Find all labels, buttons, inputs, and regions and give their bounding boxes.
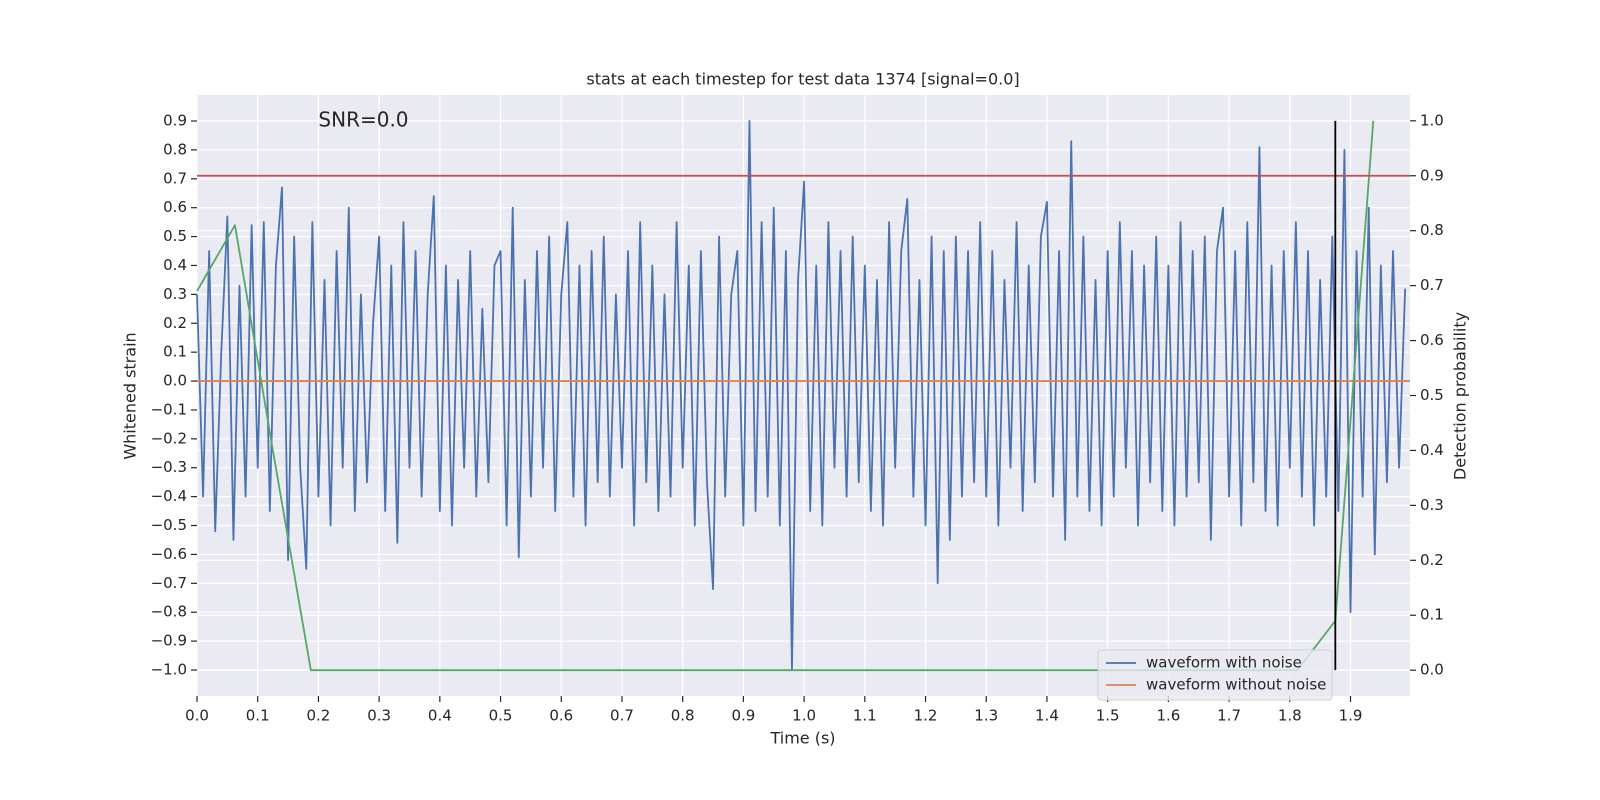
y-tick-label: −0.7 bbox=[151, 574, 187, 592]
y2-tick-label: 0.0 bbox=[1420, 661, 1444, 679]
y-tick-label: 0.5 bbox=[163, 227, 187, 245]
x-tick-label: 0.2 bbox=[306, 707, 330, 725]
x-tick-label: 1.3 bbox=[974, 707, 998, 725]
x-tick-label: 0.0 bbox=[185, 707, 209, 725]
y-tick-label: −0.1 bbox=[151, 400, 187, 418]
y2-tick-label: 0.5 bbox=[1420, 386, 1444, 404]
y2-tick-label: 1.0 bbox=[1420, 111, 1444, 129]
y-tick-label: 0.6 bbox=[163, 198, 187, 216]
y-tick-label: −0.6 bbox=[151, 545, 187, 563]
x-tick-label: 1.4 bbox=[1035, 707, 1059, 725]
x-tick-label: 0.3 bbox=[367, 707, 391, 725]
y-tick-label: 0.9 bbox=[163, 112, 187, 130]
x-tick-label: 1.9 bbox=[1339, 707, 1363, 725]
y-tick-label: 0.2 bbox=[163, 314, 187, 332]
y2-tick-label: 0.9 bbox=[1420, 166, 1444, 184]
x-tick-label: 0.7 bbox=[610, 707, 634, 725]
y-tick-label: −1.0 bbox=[151, 660, 187, 678]
x-tick-label: 1.6 bbox=[1156, 707, 1180, 725]
y-axis-label: Whitened strain bbox=[121, 332, 140, 459]
y2-tick-label: 0.7 bbox=[1420, 276, 1444, 294]
x-tick-label: 0.4 bbox=[428, 707, 452, 725]
y-tick-label: −0.5 bbox=[151, 516, 187, 534]
y-tick-label: 0.8 bbox=[163, 140, 187, 158]
x-axis-label: Time (s) bbox=[769, 729, 835, 748]
x-tick-label: 0.6 bbox=[549, 707, 573, 725]
y2-tick-label: 0.3 bbox=[1420, 496, 1444, 514]
y-tick-label: −0.3 bbox=[151, 458, 187, 476]
y2-tick-label: 0.8 bbox=[1420, 221, 1444, 239]
y-tick-label: −0.2 bbox=[151, 429, 187, 447]
y-tick-label: 0.7 bbox=[163, 169, 187, 187]
y2-tick-label: 0.6 bbox=[1420, 331, 1444, 349]
legend-label: waveform with noise bbox=[1146, 654, 1302, 672]
x-tick-label: 1.8 bbox=[1278, 707, 1302, 725]
y2-tick-label: 0.1 bbox=[1420, 606, 1444, 624]
y-tick-label: 0.1 bbox=[163, 343, 187, 361]
x-tick-label: 0.8 bbox=[671, 707, 695, 725]
annotation: SNR=0.0 bbox=[318, 108, 408, 132]
y-tick-label: 0.3 bbox=[163, 285, 187, 303]
legend-label: waveform without noise bbox=[1146, 676, 1326, 694]
x-tick-label: 1.2 bbox=[914, 707, 938, 725]
x-tick-label: 1.5 bbox=[1096, 707, 1120, 725]
series-line bbox=[196, 120, 1407, 671]
y-tick-label: −0.8 bbox=[151, 603, 187, 621]
y2-axis-label: Detection probability bbox=[1451, 312, 1470, 480]
y-tick-label: −0.4 bbox=[151, 487, 187, 505]
x-tick-label: 1.1 bbox=[853, 707, 877, 725]
x-tick-label: 1.7 bbox=[1217, 707, 1241, 725]
legend-box bbox=[1097, 649, 1333, 701]
legend: waveform with noise waveform without nois… bbox=[1097, 649, 1333, 701]
chart-title: stats at each timestep for test data 137… bbox=[586, 70, 1019, 89]
x-tick-label: 0.9 bbox=[731, 707, 755, 725]
x-tick-label: 0.1 bbox=[246, 707, 270, 725]
y-tick-label: 0.4 bbox=[163, 256, 187, 274]
y2-tick-label: 0.4 bbox=[1420, 441, 1444, 459]
y2-tick-label: 0.2 bbox=[1420, 551, 1444, 569]
y-tick-label: 0.0 bbox=[163, 372, 187, 390]
x-tick-label: 1.0 bbox=[792, 707, 816, 725]
y-tick-label: −0.9 bbox=[151, 632, 187, 650]
x-tick-label: 0.5 bbox=[489, 707, 513, 725]
